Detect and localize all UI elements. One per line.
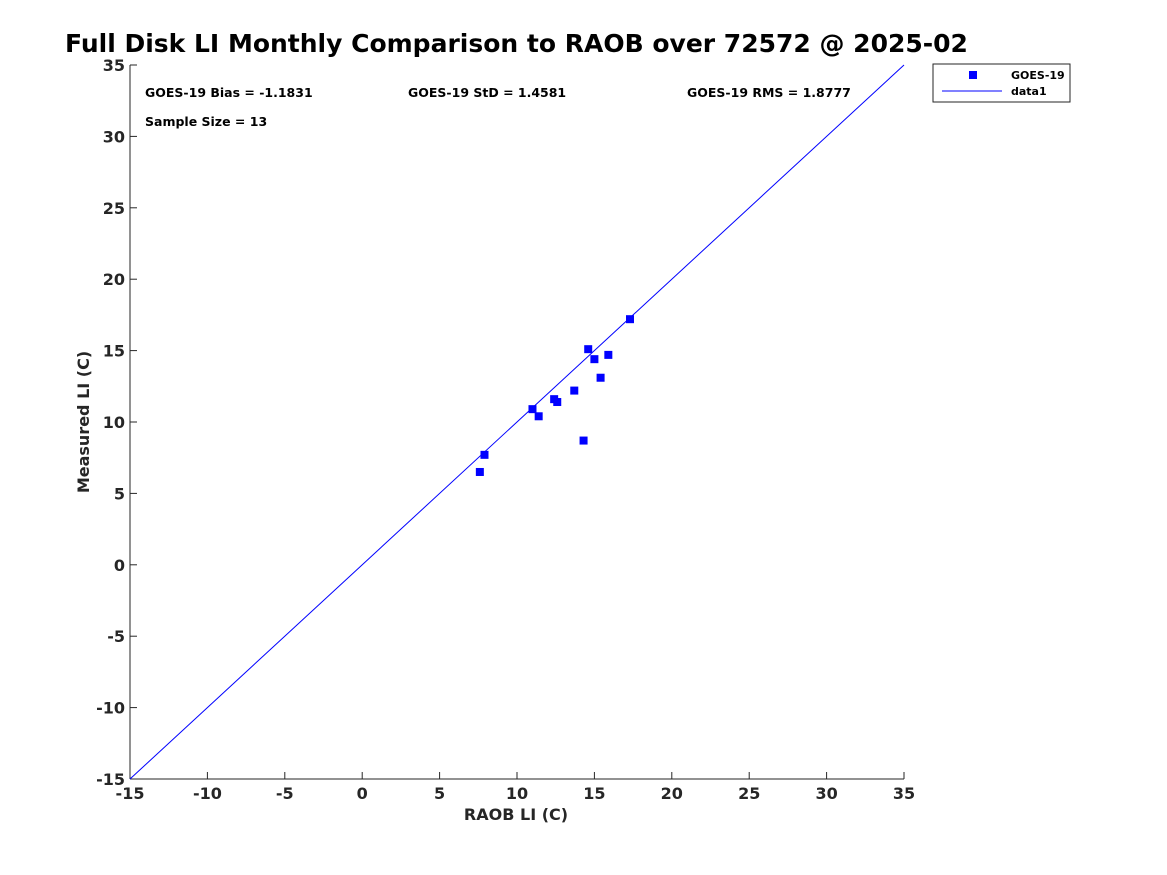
x-tick-label: 30 — [815, 784, 837, 803]
y-tick-label: 15 — [103, 342, 125, 361]
chart-title: Full Disk LI Monthly Comparison to RAOB … — [65, 29, 968, 58]
legend: GOES-19 data1 — [932, 63, 1071, 103]
x-tick-label: 5 — [434, 784, 445, 803]
x-tick-label: 10 — [506, 784, 528, 803]
legend-box — [932, 63, 1071, 103]
scatter-point-goes-19 — [480, 450, 489, 459]
x-axis-label: RAOB LI (C) — [464, 805, 568, 824]
y-axis-ticks: -15 -10 -5 0 5 10 15 20 25 30 35 — [96, 56, 137, 789]
legend-label-goes-19: GOES-19 — [1011, 69, 1065, 82]
scatter-point-goes-19 — [534, 412, 543, 421]
scatter-point-goes-19 — [528, 405, 537, 414]
scatter-point-goes-19 — [570, 386, 579, 395]
y-tick-label: 30 — [103, 127, 125, 146]
y-tick-label: 5 — [114, 484, 125, 503]
y-tick-label: 0 — [114, 556, 125, 575]
sample-size-annotation: Sample Size = 13 — [145, 114, 267, 129]
scatter-point-goes-19 — [590, 355, 599, 364]
y-tick-label: -10 — [96, 699, 125, 718]
x-axis-ticks: -15 -10 -5 0 5 10 15 20 25 30 35 — [116, 772, 915, 803]
scatter-point-goes-19 — [626, 315, 635, 324]
scatter-point-goes-19 — [596, 373, 605, 382]
scatter-point-goes-19 — [553, 398, 562, 407]
x-tick-label: 20 — [661, 784, 683, 803]
rms-annotation: GOES-19 RMS = 1.8777 — [687, 85, 851, 100]
x-tick-label: 0 — [357, 784, 368, 803]
x-tick-label: -15 — [116, 784, 145, 803]
plot-area: -15 -10 -5 0 5 10 15 20 25 30 35 -15 -10 -5 0 5 10 15 20 2… — [96, 56, 915, 803]
legend-marker-goes-19 — [969, 71, 977, 79]
x-tick-label: 35 — [893, 784, 915, 803]
std-annotation: GOES-19 StD = 1.4581 — [408, 85, 566, 100]
series-layer — [129, 64, 905, 780]
y-tick-label: -15 — [96, 770, 125, 789]
reference-line-data1 — [129, 64, 905, 780]
legend-label-data1: data1 — [1011, 85, 1047, 98]
scatter-point-goes-19 — [604, 350, 613, 359]
y-axis-label: Measured LI (C) — [74, 351, 93, 493]
x-tick-label: -5 — [276, 784, 294, 803]
x-tick-label: -10 — [193, 784, 222, 803]
scatter-point-goes-19 — [579, 436, 588, 445]
y-tick-label: 35 — [103, 56, 125, 75]
y-tick-label: 20 — [103, 270, 125, 289]
y-tick-label: 10 — [103, 413, 125, 432]
x-tick-label: 25 — [738, 784, 760, 803]
bias-annotation: GOES-19 Bias = -1.1831 — [145, 85, 313, 100]
y-tick-label: -5 — [107, 627, 125, 646]
y-tick-label: 25 — [103, 199, 125, 218]
scatter-point-goes-19 — [584, 345, 593, 354]
x-tick-label: 15 — [583, 784, 605, 803]
scatter-point-goes-19 — [475, 467, 484, 476]
